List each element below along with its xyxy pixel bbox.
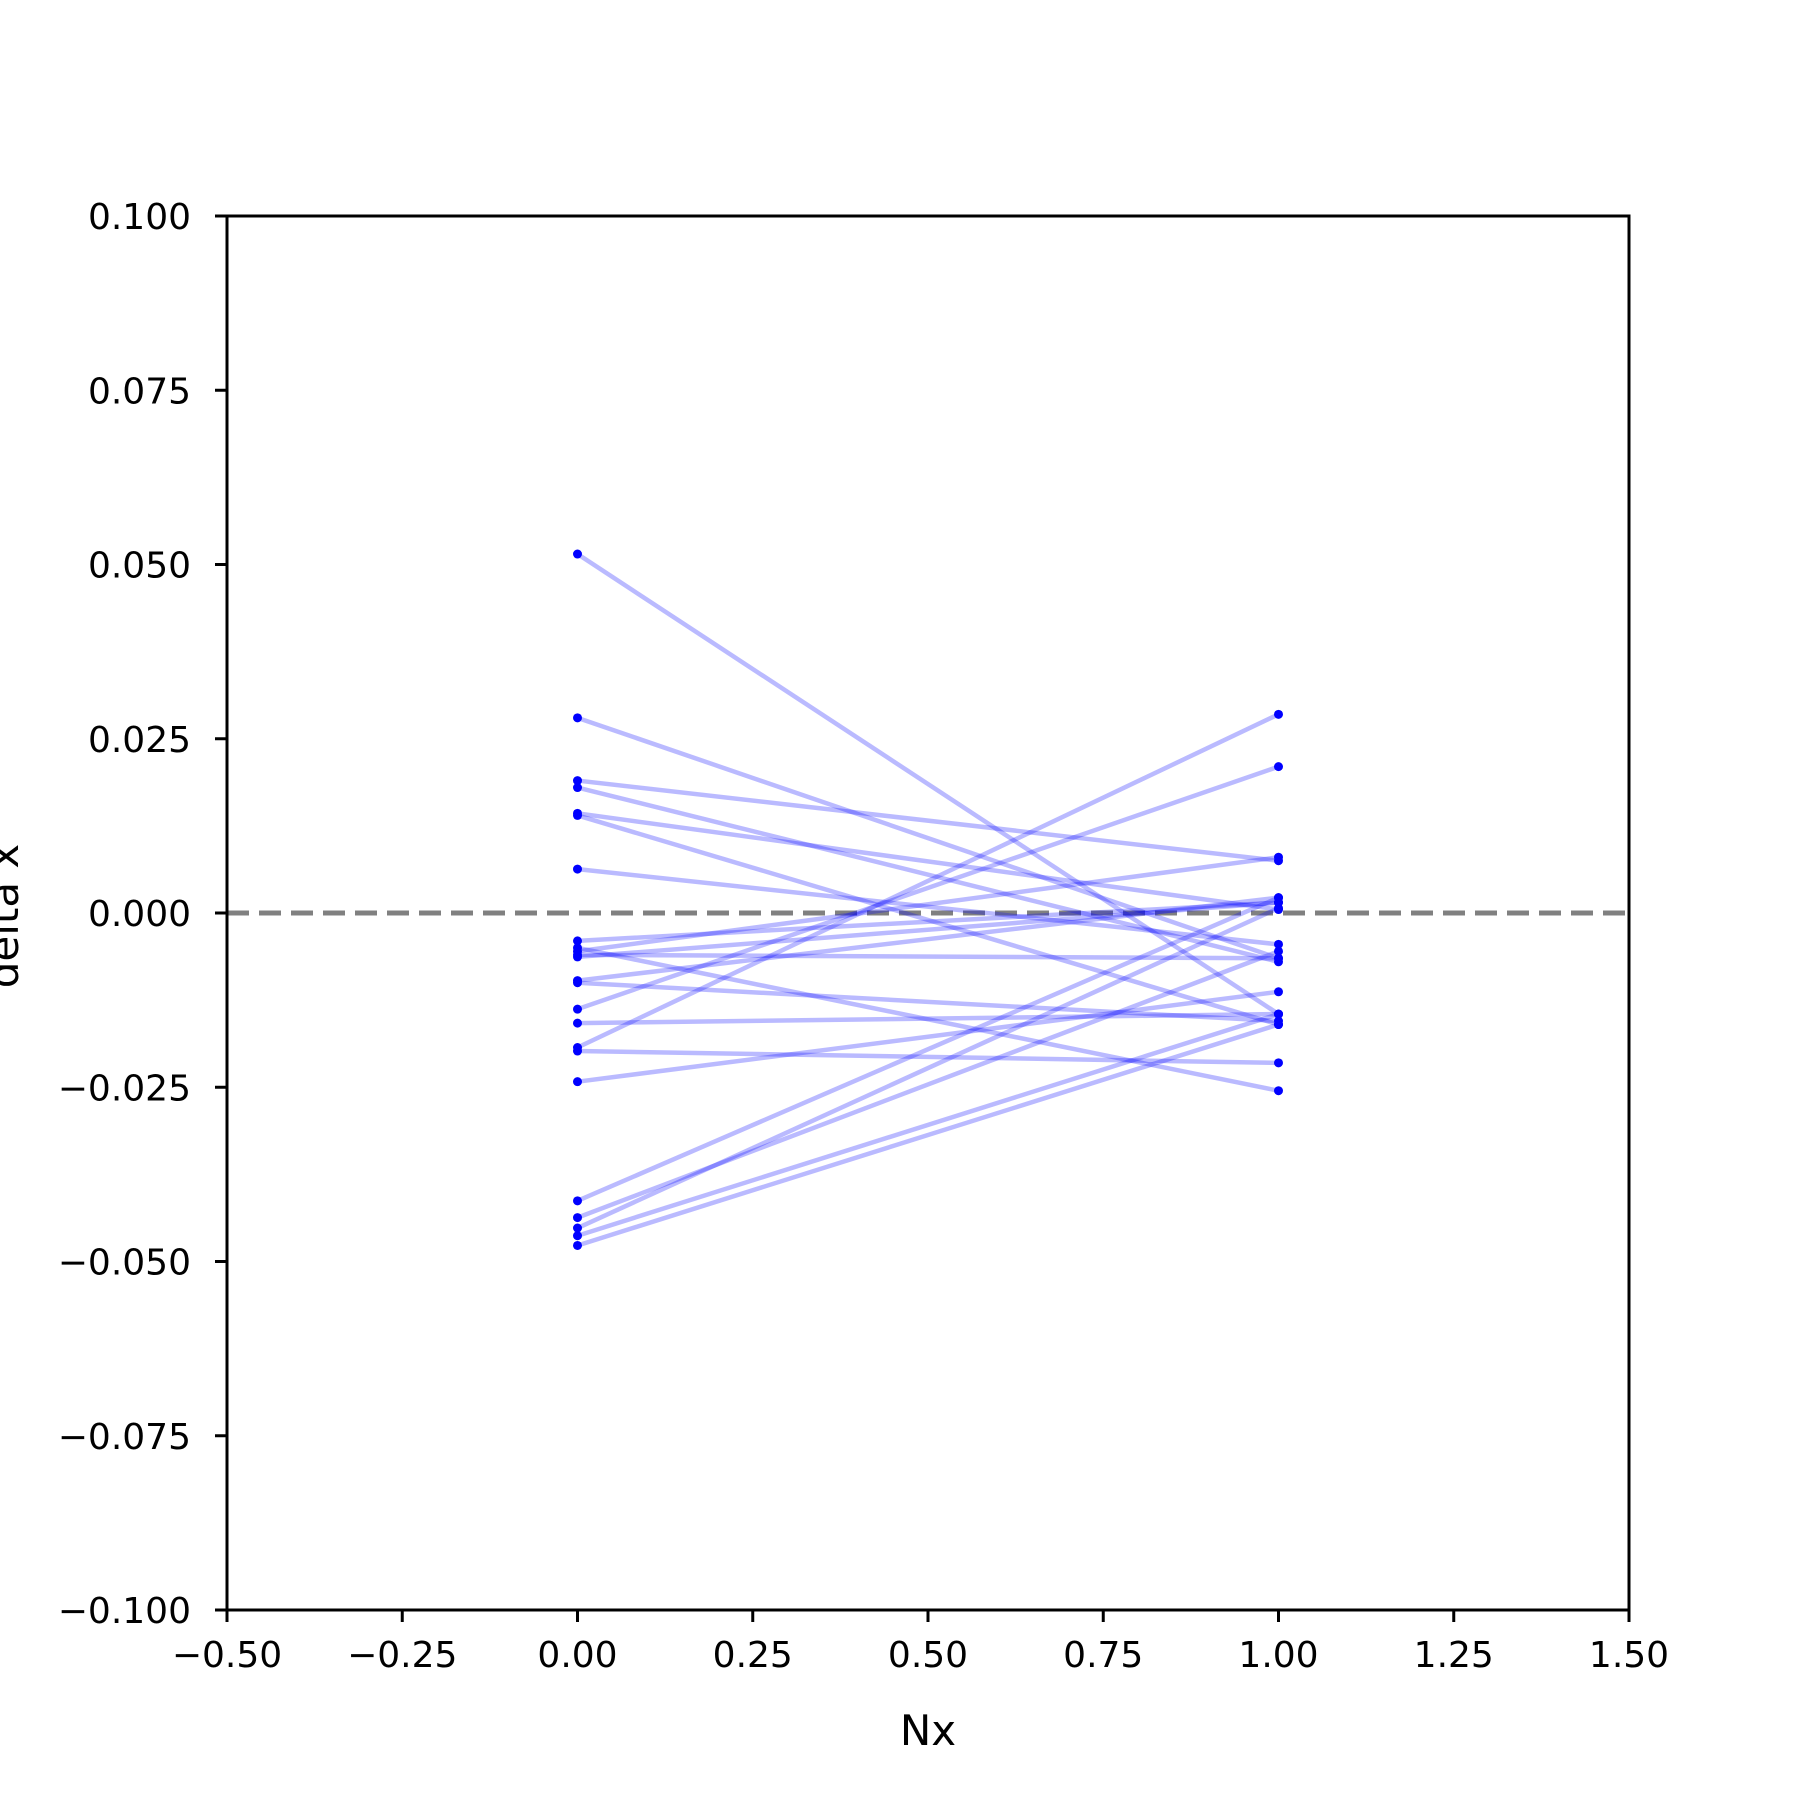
x-tick-label: 0.50 [888, 1635, 968, 1676]
series-line-24 [576, 1022, 1280, 1248]
x-tick-label: 0.25 [713, 1635, 793, 1676]
series-line-13 [577, 895, 1279, 983]
x-tick-label: −0.50 [172, 1635, 282, 1676]
x-tick-label: 1.00 [1238, 1635, 1318, 1676]
data-point-19-2 [1274, 987, 1283, 997]
x-axis-title: Nx [900, 1706, 956, 1755]
x-tick-label: 1.50 [1589, 1635, 1669, 1676]
data-point-21-1 [573, 1213, 582, 1223]
y-axis-title: delta x [0, 844, 28, 989]
series-line-15 [576, 764, 1280, 1012]
series-line-17 [576, 712, 1280, 1050]
data-point-9-2 [1274, 1086, 1283, 1096]
y-tick-label: 0.050 [88, 546, 191, 587]
series-line-3 [577, 778, 1279, 863]
series-line-2 [576, 715, 1280, 961]
data-point-20-1 [573, 1196, 582, 1206]
x-tick-label: 0.00 [537, 1635, 617, 1676]
series-line-12 [577, 900, 1279, 960]
data-point-22-1 [573, 1223, 582, 1233]
y-tick-label: −0.025 [58, 1068, 191, 1109]
series-line-9 [577, 945, 1279, 1093]
data-point-15-1 [573, 1004, 582, 1014]
series-line-19 [577, 989, 1279, 1084]
data-point-4-1 [573, 783, 582, 793]
data-point-19-1 [573, 1077, 582, 1087]
y-tick-label: 0.075 [88, 371, 191, 412]
x-tick-label: 0.75 [1063, 1635, 1143, 1676]
data-point-20-2 [1274, 893, 1283, 903]
data-layer [227, 549, 1629, 1250]
series-line-23 [576, 1011, 1280, 1238]
x-tick-label: 1.25 [1414, 1635, 1494, 1676]
series-line-8 [577, 900, 1279, 944]
series-line-7 [577, 866, 1279, 947]
y-tick-label: −0.075 [58, 1417, 191, 1458]
series-line-18 [577, 1048, 1279, 1066]
series-line-14 [577, 980, 1279, 1024]
data-point-21-2 [1274, 946, 1283, 956]
data-point-1-1 [573, 549, 582, 559]
series-line-11 [577, 952, 1279, 961]
series-line-1 [576, 552, 1280, 1016]
y-tick-label: 0.000 [88, 894, 191, 935]
x-tick-label: −0.25 [347, 1635, 457, 1676]
data-point-10-2 [1274, 852, 1283, 862]
data-point-23-1 [573, 1231, 582, 1241]
data-point-22-2 [1274, 903, 1283, 913]
data-point-7-2 [1274, 939, 1283, 949]
series-line-22 [576, 906, 1280, 1231]
data-point-14-1 [573, 978, 582, 988]
y-tick-label: −0.050 [58, 1243, 191, 1284]
data-point-24-1 [573, 1240, 582, 1250]
series-line-21 [576, 949, 1280, 1220]
data-point-24-2 [1274, 1020, 1283, 1030]
y-tick-label: −0.100 [58, 1591, 191, 1632]
series-line-20 [576, 895, 1280, 1203]
data-point-6-1 [573, 810, 582, 820]
series-line-10 [577, 855, 1279, 954]
data-point-16-1 [573, 1018, 582, 1028]
data-point-12-1 [573, 952, 582, 962]
axes-layer: −0.50 −0.25 0.00 0.25 0.50 0.75 1.00 1.25 1.50 −0… [58, 197, 1669, 1676]
y-tick-label: 0.100 [88, 197, 191, 238]
data-point-2-1 [573, 713, 582, 723]
data-point-7-1 [573, 864, 582, 874]
data-point-18-1 [573, 1046, 582, 1056]
data-point-17-2 [1274, 709, 1283, 719]
series-line-16 [577, 1011, 1279, 1026]
series-line-5 [577, 811, 1279, 912]
series-line-4 [576, 785, 1280, 964]
data-point-23-2 [1274, 1009, 1283, 1019]
data-point-8-1 [573, 936, 582, 946]
series-line-6 [576, 813, 1280, 1027]
data-point-18-2 [1274, 1058, 1283, 1068]
data-point-11-2 [1274, 953, 1283, 963]
data-point-15-2 [1274, 762, 1283, 772]
y-tick-label: 0.025 [88, 720, 191, 761]
data-point-3-1 [573, 776, 582, 786]
